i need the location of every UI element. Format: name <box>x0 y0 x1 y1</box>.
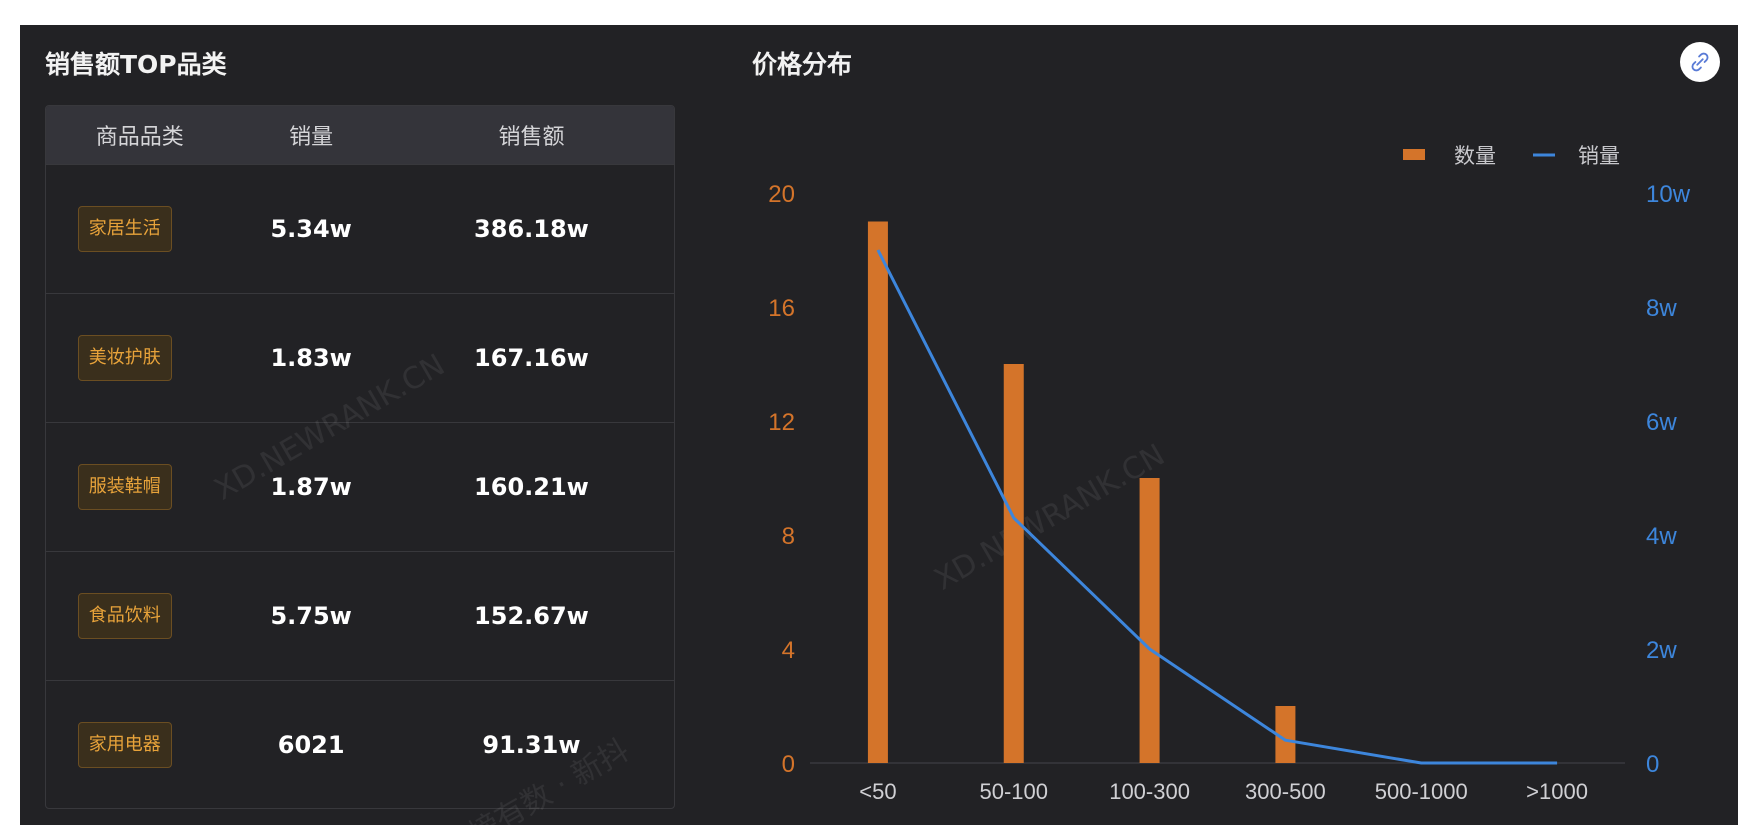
x-tick-label: >1000 <box>1526 779 1588 804</box>
volume-cell: 5.34w <box>270 215 352 243</box>
bar-<50 <box>867 221 888 763</box>
x-tick-label: 300-500 <box>1245 779 1326 804</box>
category-tag: 美妆护肤 <box>77 335 172 381</box>
bar-50-100 <box>1003 364 1024 763</box>
column-header-volume: 销量 <box>289 125 334 150</box>
sales-cell: 152.67w <box>474 602 589 630</box>
y-left-tick-label: 12 <box>768 409 795 436</box>
category-tag: 食品饮料 <box>77 593 172 639</box>
y-right-tick-label: 4w <box>1646 523 1677 550</box>
volume-cell: 1.83w <box>270 344 352 372</box>
column-header-category: 商品品类 <box>95 125 184 150</box>
x-tick-label: 500-1000 <box>1375 779 1468 804</box>
top-category-table: 商品品类 销量 销售额 家居生活 5.34w 386.18w 美妆护肤 1.83… <box>45 105 675 809</box>
y-left-tick-label: 0 <box>782 751 795 778</box>
sales-cell: 167.16w <box>474 344 589 372</box>
category-tag: 家用电器 <box>77 722 172 768</box>
x-tick-label: 50-100 <box>979 779 1048 804</box>
table-row[interactable]: 服装鞋帽 1.87w 160.21w <box>46 422 674 551</box>
y-right-tick-label: 10w <box>1646 181 1691 208</box>
share-button[interactable] <box>1680 42 1720 82</box>
link-icon <box>1691 52 1709 72</box>
left-panel-title: 销售额TOP品类 <box>45 50 227 79</box>
x-tick-label: <50 <box>859 779 896 804</box>
legend-label-bar: 数量 <box>1454 144 1496 168</box>
sales-cell: 386.18w <box>474 215 589 243</box>
y-right-tick-label: 0 <box>1646 751 1659 778</box>
y-left-tick-label: 8 <box>782 523 795 550</box>
right-panel-title: 价格分布 <box>752 50 853 79</box>
y-left-tick-label: 16 <box>768 295 795 322</box>
y-left-tick-label: 20 <box>768 181 795 208</box>
y-left-tick-label: 4 <box>782 637 795 664</box>
volume-cell: 5.75w <box>270 602 352 630</box>
bar-100-300 <box>1139 478 1160 763</box>
column-header-sales: 销售额 <box>498 125 565 150</box>
table-row[interactable]: 美妆护肤 1.83w 167.16w <box>46 293 674 422</box>
volume-cell: 1.87w <box>270 473 352 501</box>
table-row[interactable]: 家居生活 5.34w 386.18w <box>46 164 674 293</box>
table-row[interactable]: 食品饮料 5.75w 152.67w <box>46 551 674 680</box>
series-line-sales <box>876 249 1558 765</box>
y-right-tick-label: 8w <box>1646 295 1677 322</box>
table-row[interactable]: 家用电器 6021 91.31w <box>46 680 674 808</box>
sales-cell: 91.31w <box>482 731 581 759</box>
legend-swatch-bar <box>1403 149 1425 160</box>
volume-cell: 6021 <box>277 731 345 759</box>
y-right-tick-label: 2w <box>1646 637 1677 664</box>
bar-300-500 <box>1275 706 1296 763</box>
y-right-tick-label: 6w <box>1646 409 1677 436</box>
x-tick-label: 100-300 <box>1109 779 1190 804</box>
category-tag: 家居生活 <box>77 206 172 252</box>
table-header: 商品品类 销量 销售额 <box>46 106 674 164</box>
legend-label-line: 销量 <box>1578 144 1620 168</box>
sales-cell: 160.21w <box>474 473 589 501</box>
category-tag: 服装鞋帽 <box>77 464 172 510</box>
